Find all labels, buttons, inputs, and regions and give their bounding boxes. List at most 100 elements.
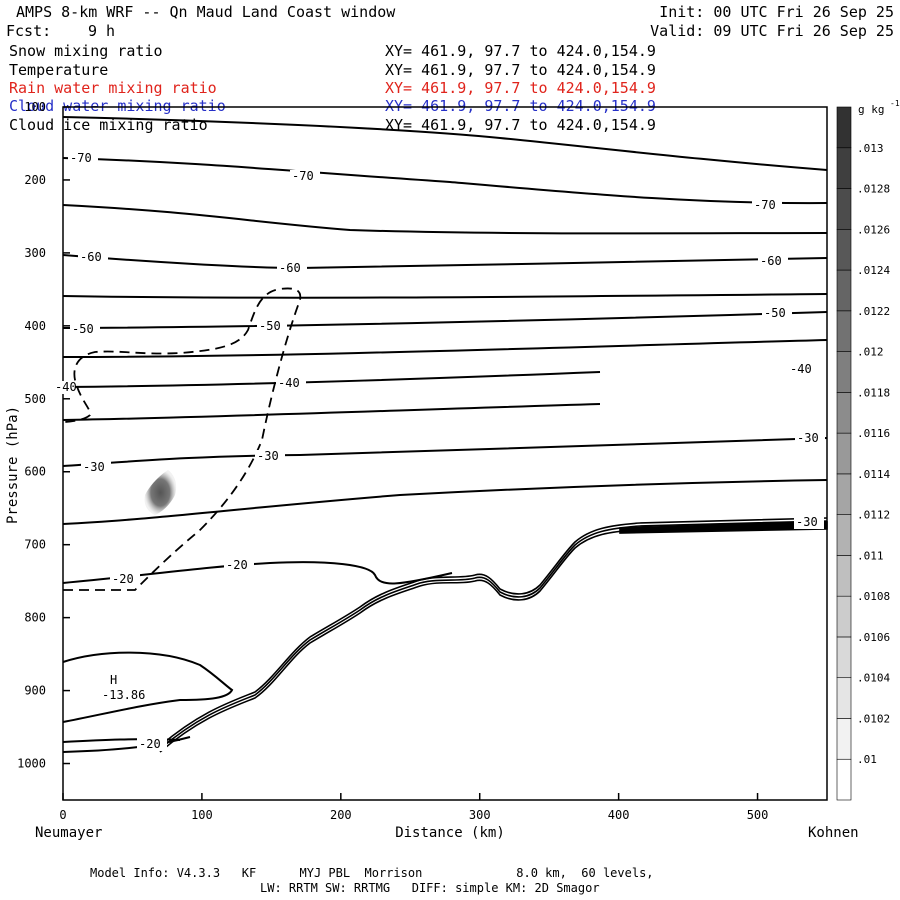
axes: 0 100 200 300 400 500 100 200 300 400 500 600 700 800… <box>17 100 768 822</box>
colorbar-segment <box>836 758 852 801</box>
colorbar-label: .0122 <box>857 305 890 318</box>
contour-labels: -70 -70 -70 -60 -60 -60 -50 -50 -50 -40 … <box>53 151 825 751</box>
x-tick-label: 200 <box>330 808 352 822</box>
colorbar-label: .011 <box>857 549 884 562</box>
colorbar-label: .0102 <box>857 712 890 725</box>
x-axis-label: Distance (km) <box>395 825 505 841</box>
contour-label: -40 <box>278 376 300 390</box>
snow-mixing-ratio-contour <box>62 287 302 591</box>
colorbar-label: .013 <box>857 142 884 155</box>
colorbar-label: .0112 <box>857 509 890 522</box>
contour-label: -50 <box>72 322 94 336</box>
colorbar-segment <box>836 392 852 434</box>
colorbar-segment <box>836 269 852 312</box>
field-name: Cloud ice mixing ratio <box>9 116 208 134</box>
contour-label: -70 <box>70 151 92 165</box>
init-time: Init: 00 UTC Fri 26 Sep 25 <box>659 3 894 21</box>
colorbar-label: .0104 <box>857 672 890 685</box>
colorbar-unit-exponent: -1 <box>890 99 900 108</box>
colorbar-label: .0126 <box>857 223 890 236</box>
model-physics: LW: RRTM SW: RRTMG DIFF: simple KM: 2D S… <box>260 881 600 895</box>
colorbar-segment <box>836 595 852 638</box>
contour-label: -30 <box>83 460 105 474</box>
colorbar-label: .01 <box>857 753 877 766</box>
colorbar-unit: g kg <box>858 103 885 116</box>
colorbar-label: .0108 <box>857 590 890 603</box>
colorbar-segment <box>836 310 852 352</box>
y-axis-label: Pressure (hPa) <box>5 406 21 524</box>
y-tick-label: 300 <box>24 246 46 260</box>
contour-label: -70 <box>292 169 314 183</box>
colorbar-segment <box>836 351 852 393</box>
colorbar-label: .0114 <box>857 468 890 481</box>
field-xy: XY= 461.9, 97.7 to 424.0,154.9 <box>385 116 656 134</box>
contour-label: -60 <box>80 250 102 264</box>
contour-label: -20 <box>139 737 161 751</box>
contour-label: -30 <box>257 449 279 463</box>
rain-water-blob <box>144 470 177 515</box>
contour-label: -30 <box>796 515 818 529</box>
chart-title: AMPS 8-km WRF -- Qn Maud Land Coast wind… <box>16 3 396 21</box>
colorbar-segment <box>836 147 852 189</box>
field-xy: XY= 461.9, 97.7 to 424.0,154.9 <box>385 61 656 79</box>
forecast-hours: 9 h <box>88 22 116 40</box>
field-xy: XY= 461.9, 97.7 to 424.0,154.9 <box>385 79 656 97</box>
y-tick-label: 1000 <box>17 757 46 771</box>
colorbar-label: .0106 <box>857 631 890 644</box>
forecast-label: Fcst: <box>6 22 52 40</box>
colorbar-segment <box>836 228 852 271</box>
y-tick-label: 700 <box>24 538 46 552</box>
colorbar-segment <box>836 473 852 515</box>
colorbar-label: .0124 <box>857 264 890 277</box>
y-tick-label: 200 <box>24 173 46 187</box>
x-right-endpoint: Kohnen <box>808 825 859 841</box>
field-name: Temperature <box>9 61 109 79</box>
plot-frame <box>62 106 828 801</box>
colorbar-segment <box>836 718 852 760</box>
contour-label: -50 <box>259 319 281 333</box>
field-name: Rain water mixing ratio <box>9 79 217 97</box>
colorbar-segment <box>836 677 852 719</box>
x-left-endpoint: Neumayer <box>35 825 102 841</box>
contour-label: -40 <box>55 380 77 394</box>
x-tick-label: 0 <box>59 808 66 822</box>
x-tick-label: 400 <box>608 808 630 822</box>
y-tick-label: 900 <box>24 684 46 698</box>
y-tick-label: 600 <box>24 465 46 479</box>
field-name: Cloud water mixing ratio <box>9 97 226 115</box>
contour-label: -60 <box>760 254 782 268</box>
x-tick-label: 300 <box>469 808 491 822</box>
colorbar-segment <box>836 555 852 597</box>
contour-label: -20 <box>112 572 134 586</box>
colorbar: .01 .0102 .0104 .0106 .0108 .011 .0112 .0114 .01… <box>836 106 890 801</box>
terrain-surface <box>159 517 828 753</box>
y-tick-label: 400 <box>24 319 46 333</box>
field-xy: XY= 461.9, 97.7 to 424.0,154.9 <box>385 97 656 115</box>
x-tick-label: 500 <box>747 808 769 822</box>
temperature-contours <box>62 116 828 753</box>
model-info: Model Info: V4.3.3 KF MYJ PBL Morrison 8… <box>90 866 654 880</box>
y-tick-label: 800 <box>24 611 46 625</box>
contour-label: -30 <box>797 431 819 445</box>
colorbar-segment <box>836 188 852 230</box>
colorbar-segment <box>836 106 852 149</box>
contour-label: -50 <box>764 306 786 320</box>
colorbar-label: .0118 <box>857 386 890 399</box>
y-tick-label: 100 <box>24 100 46 114</box>
contour-label: -70 <box>754 198 776 212</box>
contour-label: -20 <box>226 558 248 572</box>
colorbar-label: .0116 <box>857 427 890 440</box>
colorbar-label: .012 <box>857 346 884 359</box>
valid-time: Valid: 09 UTC Fri 26 Sep 25 <box>650 22 894 40</box>
contour-label: -40 <box>790 362 812 376</box>
colorbar-label: .0128 <box>857 183 890 196</box>
colorbar-segment <box>836 636 852 679</box>
colorbar-segment <box>836 514 852 556</box>
x-tick-label: 100 <box>191 808 213 822</box>
field-name: Snow mixing ratio <box>9 42 163 60</box>
colorbar-segment <box>836 432 852 475</box>
max-value: -13.86 <box>102 688 145 702</box>
max-symbol: H <box>110 673 117 687</box>
contour-label: -60 <box>279 261 301 275</box>
